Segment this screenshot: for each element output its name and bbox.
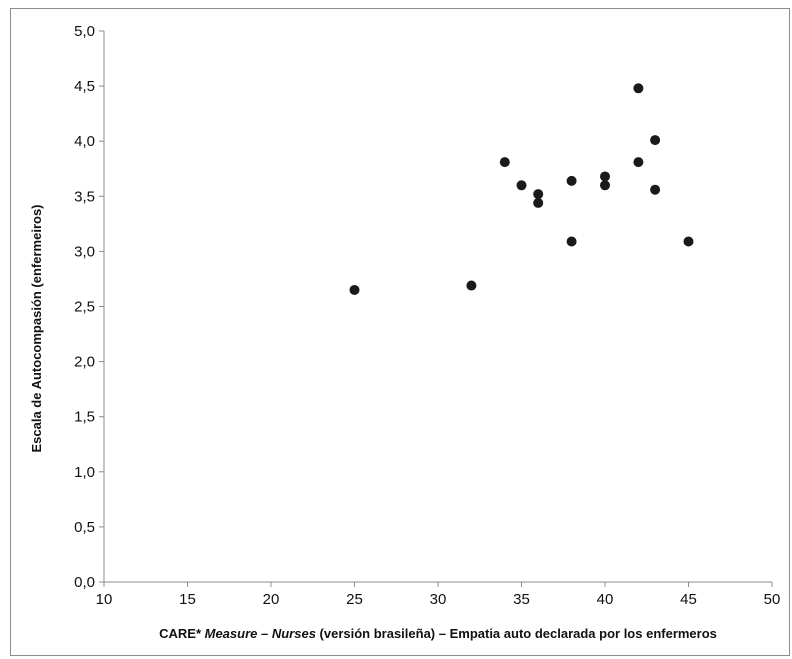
chart-frame	[10, 8, 790, 656]
y-tick-label: 1,5	[74, 409, 95, 426]
data-point	[650, 184, 661, 195]
data-point	[566, 175, 577, 186]
x-axis-title: CARE* Measure – Nurses (versión brasileñ…	[159, 626, 717, 641]
data-point	[600, 180, 610, 191]
x-axis-title-part: (versión brasileña) – Empatia auto decla…	[316, 626, 717, 641]
x-tick-label: 20	[263, 591, 280, 608]
data-point	[466, 280, 477, 291]
data-points	[349, 83, 694, 295]
x-tick-label: 40	[597, 591, 614, 608]
y-tick-label: 0,5	[74, 519, 95, 536]
data-point	[349, 284, 360, 295]
y-axis-title: Escala de Autocompasión (enfermeiros)	[29, 204, 44, 452]
y-tick-label: 2,0	[74, 354, 95, 371]
data-point	[566, 236, 577, 247]
y-tick-label: 5,0	[74, 23, 95, 40]
y-tick-label: 1,0	[74, 464, 95, 481]
y-tick-label: 2,5	[74, 299, 95, 316]
x-axis-ticks: 10 15 20 25 30 35 40 45 50	[96, 582, 781, 608]
x-axis-title-part: Measure	[205, 626, 258, 641]
y-tick-label: 3,0	[74, 243, 95, 260]
data-point	[650, 135, 661, 146]
data-point	[516, 180, 527, 191]
data-point	[600, 171, 610, 182]
x-axis-title-part: Nurses	[272, 626, 316, 641]
y-tick-label: 4,5	[74, 78, 95, 95]
data-point	[533, 197, 544, 208]
x-tick-label: 45	[680, 591, 697, 608]
x-axis-title-part: CARE*	[159, 626, 205, 641]
y-tick-label: 0,0	[74, 574, 95, 591]
data-point	[533, 189, 544, 200]
x-tick-label: 10	[96, 591, 113, 608]
x-tick-label: 50	[764, 591, 781, 608]
data-point	[683, 236, 694, 247]
y-tick-label: 3,5	[74, 188, 95, 205]
x-tick-label: 35	[513, 591, 530, 608]
data-point	[499, 157, 510, 168]
data-point	[633, 157, 644, 168]
x-tick-label: 25	[346, 591, 363, 608]
y-tick-label: 4,0	[74, 133, 95, 150]
x-axis-title-part: –	[257, 626, 271, 641]
x-tick-label: 15	[179, 591, 196, 608]
data-point	[633, 83, 644, 94]
y-axis-ticks: 0,0 0,5 1,0 1,5 2,0 2,5 3,0 3,5 4,0 4,5 5,0	[74, 23, 104, 591]
x-tick-label: 30	[430, 591, 447, 608]
axes	[103, 31, 772, 583]
